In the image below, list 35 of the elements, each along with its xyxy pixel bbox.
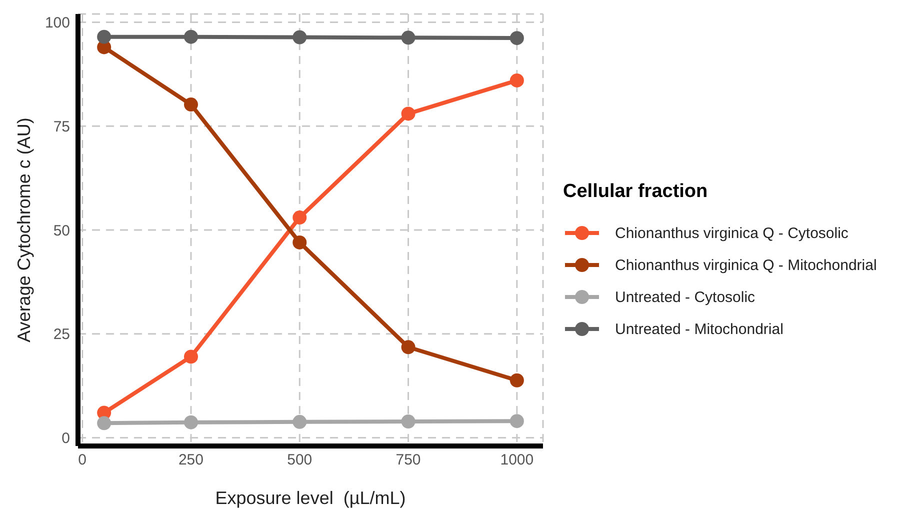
y-tick-label: 100 xyxy=(44,14,70,32)
y-tick-label: 0 xyxy=(62,430,70,448)
legend-label: Untreated - Cytosolic xyxy=(615,288,756,306)
point xyxy=(292,30,307,44)
x-tick-label: 750 xyxy=(396,452,421,469)
point xyxy=(184,350,198,364)
point xyxy=(184,30,198,44)
point xyxy=(510,31,524,46)
y-tick-label: 50 xyxy=(53,222,70,240)
x-tick-label: 250 xyxy=(178,452,204,469)
point xyxy=(401,414,416,428)
y-tick-label: 25 xyxy=(53,326,70,344)
point xyxy=(401,340,416,354)
x-tick-label: 0 xyxy=(78,452,87,469)
point xyxy=(510,73,524,88)
point xyxy=(97,30,112,44)
y-tick-label: 75 xyxy=(53,118,70,136)
legend-label: Untreated - Mitochondrial xyxy=(615,320,784,338)
point xyxy=(510,414,524,428)
point xyxy=(292,210,307,225)
point xyxy=(510,373,524,388)
point xyxy=(97,416,112,430)
point xyxy=(401,30,416,45)
legend-label: Chionanthus virginica Q - Mitochondrial xyxy=(615,256,877,274)
point xyxy=(401,106,416,121)
legend-label: Chionanthus virginica Q - Cytosolic xyxy=(615,224,848,242)
x-axis-title: Exposure level (µL/mL) xyxy=(215,488,406,508)
point xyxy=(292,414,307,429)
point xyxy=(184,415,198,430)
x-tick-label: 500 xyxy=(287,452,312,469)
point xyxy=(184,98,198,112)
x-tick-label: 1000 xyxy=(500,452,534,469)
legend-title: Cellular fraction xyxy=(563,181,709,203)
point xyxy=(292,235,307,250)
y-axis-title: Average Cytochrome c (AU) xyxy=(14,118,34,342)
